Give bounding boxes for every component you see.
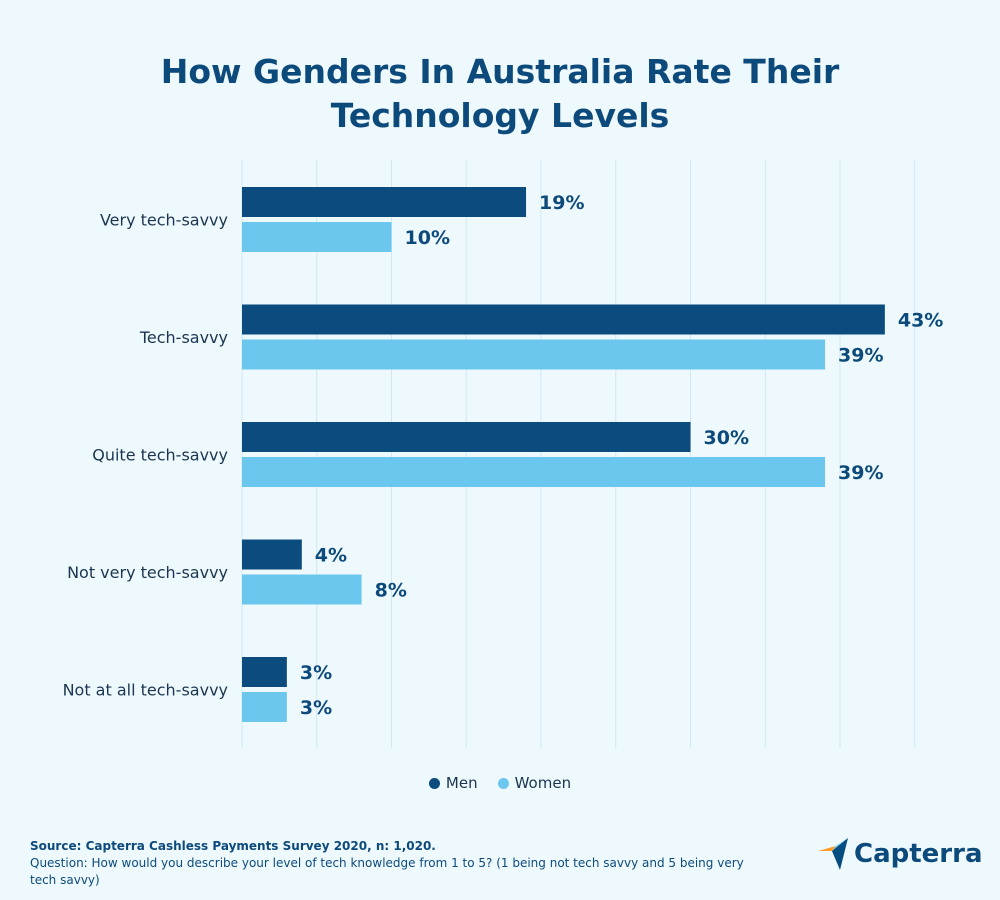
chart-title: How Genders In Australia Rate Their Tech… [0,50,1000,138]
category-label: Quite tech-savvy [92,446,228,465]
legend-swatch-men [428,777,440,789]
capterra-logo: Capterra [818,838,983,870]
logo-text: Capterra [854,839,983,869]
category-label: Tech-savvy [139,328,228,347]
source-text: Source: Capterra Cashless Payments Surve… [30,839,436,853]
legend-swatch-women [497,777,509,789]
data-label: 8% [375,580,407,602]
data-label: 19% [539,192,584,214]
bar-women [242,339,826,370]
bar-women [242,222,392,252]
title-line-1: How Genders In Australia Rate Their [160,52,840,91]
legend: Men Women [0,774,1000,792]
footer-note: Source: Capterra Cashless Payments Surve… [30,838,770,889]
data-label: 10% [405,227,450,249]
category-label: Not very tech-savvy [67,563,228,582]
capterra-arrow-icon [818,838,848,870]
data-label: 39% [838,462,883,484]
data-label: 43% [898,310,943,332]
bar-men [242,539,302,570]
category-label: Not at all tech-savvy [63,681,228,700]
data-label: 30% [704,427,749,449]
legend-label-men: Men [445,774,478,792]
legend-item-women: Women [497,774,572,792]
bar-men [242,657,287,687]
question-text: Question: How would you describe your le… [30,856,744,887]
data-label: 3% [300,662,332,684]
bar-men [242,187,527,217]
bar-men [242,422,691,452]
title-line-2: Technology Levels [330,96,670,135]
legend-label-women: Women [514,774,572,792]
category-label: Very tech-savvy [100,211,228,230]
bar-women [242,574,362,605]
data-label: 4% [315,545,347,567]
bar-women [242,457,826,487]
legend-item-men: Men [428,774,478,792]
data-label: 39% [838,345,883,367]
data-label: 3% [300,697,332,719]
bar-women [242,692,287,722]
bar-men [242,304,885,335]
